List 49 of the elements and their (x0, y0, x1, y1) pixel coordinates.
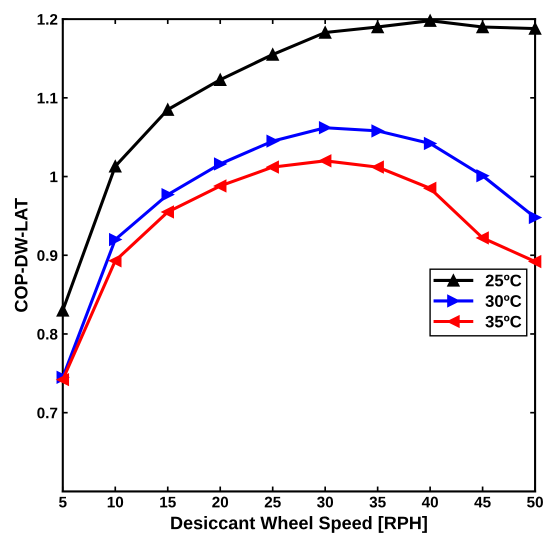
y-tick-label: 0.8 (37, 328, 58, 340)
x-tick-label: 10 (108, 496, 124, 508)
point (371, 124, 384, 138)
y-tick-label: 0.7 (37, 408, 58, 418)
point (476, 232, 489, 244)
point (266, 48, 279, 61)
x-tick-label: 15 (160, 496, 176, 508)
point (528, 211, 542, 224)
point (318, 154, 332, 168)
y-tick-label: 0.9 (37, 250, 58, 261)
x-tick-label: 25 (264, 496, 281, 508)
point (424, 137, 436, 150)
point (109, 233, 122, 246)
point (371, 20, 384, 34)
x-tick-label: 35 (370, 496, 386, 508)
point (109, 254, 122, 268)
y-tick-label: 1.2 (38, 14, 58, 25)
point (528, 255, 542, 268)
legend-label: 25ºC (486, 274, 522, 286)
x-tick-label: 30 (317, 496, 334, 508)
point (214, 158, 226, 170)
y-axis-title: COP-DW-LAT (14, 198, 28, 312)
point (161, 206, 174, 218)
x-tick-label: 40 (422, 496, 438, 508)
point (266, 160, 279, 174)
point (424, 14, 436, 27)
point (476, 170, 489, 182)
x-tick-label: 20 (212, 496, 228, 508)
point (109, 160, 122, 173)
y-tick-label: 1 (50, 172, 58, 182)
x-tick-label: 50 (527, 496, 543, 508)
point (476, 20, 489, 34)
point (318, 121, 332, 134)
y-tick-label: 1.1 (38, 92, 58, 104)
legend-label: 35ºC (485, 316, 522, 328)
point (56, 304, 70, 317)
point (318, 26, 332, 39)
point (371, 160, 384, 174)
x-axis-title: Desiccant Wheel Speed [RPH] (171, 516, 427, 533)
point (424, 182, 436, 195)
point (214, 180, 226, 192)
point (266, 134, 279, 148)
point (161, 188, 174, 201)
point (161, 103, 174, 116)
point (214, 73, 226, 86)
x-tick-label: 5 (59, 496, 67, 508)
point (528, 22, 542, 35)
x-tick-label: 45 (474, 496, 491, 508)
legend-label: 30ºC (485, 295, 522, 307)
